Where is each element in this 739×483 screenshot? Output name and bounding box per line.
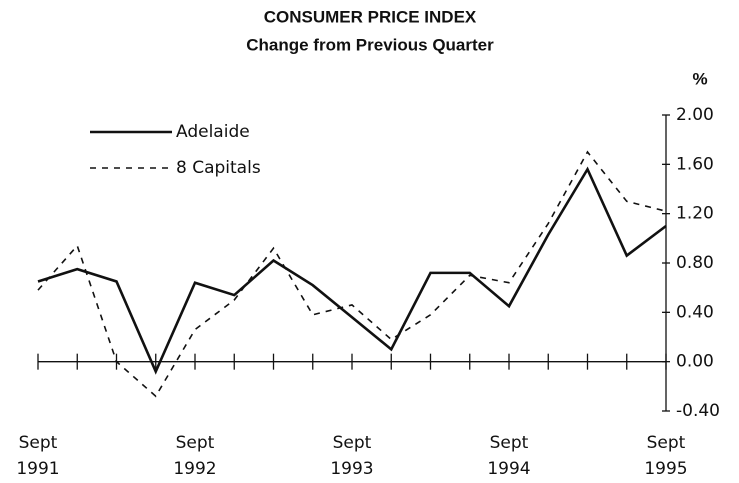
x-tick-label: Sept 1991 bbox=[16, 433, 60, 479]
legend-label: Adelaide bbox=[176, 122, 250, 142]
y-tick-label: 2.00 bbox=[676, 105, 714, 125]
legend-label: 8 Capitals bbox=[176, 158, 261, 178]
y-tick-label: 1.20 bbox=[676, 204, 714, 224]
chart-subtitle: Change from Previous Quarter bbox=[246, 35, 494, 54]
y-tick-label: 1.60 bbox=[676, 154, 714, 174]
series-line bbox=[37, 166, 667, 375]
y-tick-label: 0.00 bbox=[676, 352, 714, 372]
y-unit: % bbox=[692, 69, 707, 88]
x-tick-label: Sept 1993 bbox=[330, 433, 374, 479]
x-tick-label: Sept 1992 bbox=[173, 433, 217, 479]
chart-title: CONSUMER PRICE INDEX bbox=[264, 7, 477, 26]
y-tick-label: 0.40 bbox=[676, 302, 714, 322]
y-tick-label: -0.40 bbox=[676, 401, 720, 421]
x-tick-label: Sept 1994 bbox=[487, 433, 531, 479]
series-line bbox=[37, 150, 667, 398]
y-tick-label: 0.80 bbox=[676, 253, 714, 273]
x-tick-label: Sept 1995 bbox=[644, 433, 688, 479]
